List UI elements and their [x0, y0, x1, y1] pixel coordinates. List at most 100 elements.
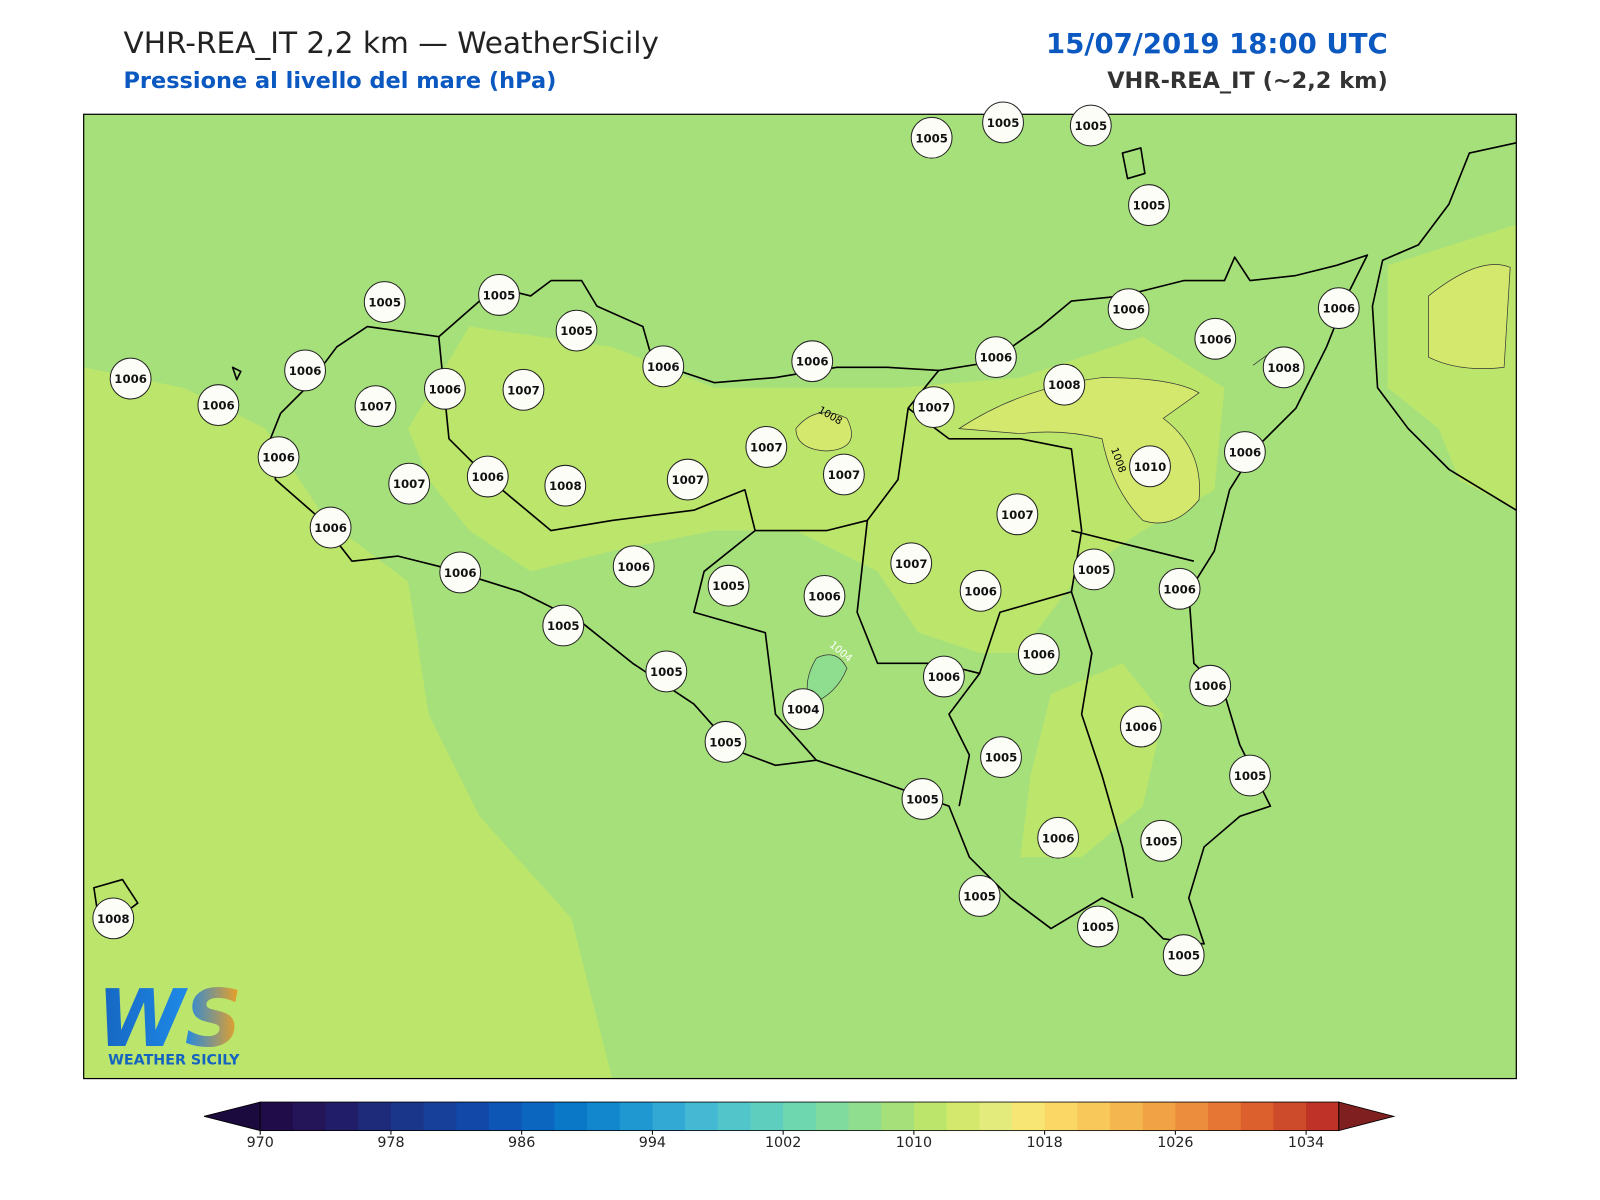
station-marker [1262, 346, 1305, 389]
colorbar-cell [554, 1102, 588, 1131]
colorbar-tick-label: 986 [508, 1135, 535, 1151]
station-marker [922, 655, 965, 698]
station: 1006 [791, 340, 834, 383]
colorbar-extend-high [1338, 1101, 1396, 1132]
station-marker [92, 897, 135, 940]
colorbar-cell [358, 1102, 392, 1131]
station-value: 1007 [828, 468, 861, 482]
field-region [806, 654, 848, 705]
station: 1005 [1140, 819, 1183, 862]
station: 1007 [745, 426, 788, 468]
province-border [437, 336, 1195, 899]
station-value: 1008 [97, 912, 130, 926]
stations: 1005 1005 1005 1005 1005 1005 1005 1006 1006 1006… [92, 101, 1360, 977]
station-marker [1194, 317, 1237, 360]
station-marker [996, 493, 1039, 536]
station: 1006 [423, 367, 466, 410]
station-value: 1006 [1229, 446, 1262, 460]
station-value: 1007 [1001, 508, 1034, 522]
station-marker [912, 386, 955, 429]
station-value: 1005 [963, 889, 996, 903]
colorbar-cell [390, 1102, 425, 1131]
station-marker [1189, 664, 1232, 707]
station: 1006 [612, 545, 655, 588]
colorbar-cell [260, 1102, 294, 1131]
colorbar-cell [1142, 1102, 1176, 1131]
station-marker [257, 436, 300, 479]
station-marker [109, 357, 152, 400]
station: 1007 [666, 458, 709, 501]
station-marker [666, 458, 709, 501]
station-value: 1005 [1075, 119, 1108, 133]
station-value: 1006 [808, 589, 841, 603]
colorbar-cell [750, 1102, 784, 1131]
station-marker [309, 506, 352, 549]
station: 1006 [642, 345, 685, 388]
station-value: 1005 [985, 751, 1018, 765]
colorbar: 970 978 986 994 1002 1010 1018 1026 1034 [203, 1101, 1396, 1151]
station: 1006 [1223, 431, 1266, 473]
station-marker [910, 116, 953, 159]
colorbar-cell [1044, 1102, 1078, 1131]
station-value: 1007 [671, 473, 704, 487]
station: 1006 [1119, 705, 1162, 748]
colorbar-cell [717, 1102, 751, 1131]
colorbar-cell [783, 1102, 817, 1131]
station-marker [1223, 431, 1266, 473]
station: 1006 [1037, 816, 1080, 859]
colorbar-cell [685, 1102, 719, 1131]
station-value: 1006 [647, 360, 680, 374]
station-marker [890, 542, 933, 585]
station-value: 1006 [1322, 302, 1355, 316]
station-value: 1005 [915, 131, 948, 145]
station: 1006 [1017, 633, 1060, 675]
colorbar-cell [423, 1102, 457, 1131]
station: 1006 [975, 336, 1017, 379]
station: 1005 [707, 564, 750, 607]
station-value: 1006 [262, 451, 295, 465]
station: 1008 [1262, 346, 1305, 389]
timestamp: 15/07/2019 18:00 UTC [1046, 28, 1388, 60]
colorbar-tick-label: 994 [639, 1135, 666, 1151]
station-marker [612, 545, 655, 588]
station-value: 1004 [787, 703, 820, 717]
model-label: VHR-REA_IT (~2,2 km) [1107, 68, 1388, 94]
station-value: 1006 [289, 364, 322, 378]
station-value: 1005 [709, 735, 742, 749]
station-marker [782, 688, 824, 731]
station-value: 1008 [1048, 378, 1081, 392]
station-marker [1072, 548, 1115, 591]
station: 1008 [1043, 363, 1086, 406]
station-value: 1006 [314, 521, 347, 535]
station-marker [1162, 934, 1205, 977]
station-marker [822, 453, 865, 496]
colorbar-cell [325, 1102, 359, 1131]
station-marker [197, 384, 240, 427]
station: 1007 [502, 368, 545, 411]
station-marker [1317, 287, 1360, 330]
station-value: 1006 [1125, 720, 1158, 734]
colorbar-cell [913, 1102, 948, 1131]
station-value: 1006 [928, 670, 961, 684]
station-marker [1077, 905, 1119, 948]
station: 1007 [388, 462, 431, 505]
station-marker [1128, 184, 1170, 227]
colorbar-cell [848, 1102, 882, 1131]
station-marker [1037, 816, 1080, 859]
station-marker [791, 340, 834, 383]
station-value: 1007 [750, 440, 783, 454]
station-marker [1158, 567, 1201, 610]
station-marker [284, 349, 327, 392]
station-marker [1229, 754, 1271, 797]
station-marker [1043, 363, 1086, 406]
colorbar-tick-label: 1010 [896, 1135, 932, 1151]
station: 1006 [1107, 288, 1150, 331]
colorbar-tick-label: 978 [377, 1135, 404, 1151]
station: 1005 [910, 116, 953, 159]
station-marker [502, 368, 545, 411]
station-value: 1007 [359, 400, 392, 414]
station: 1005 [1229, 754, 1271, 797]
station-marker [1140, 819, 1183, 862]
station-marker [1129, 445, 1171, 488]
